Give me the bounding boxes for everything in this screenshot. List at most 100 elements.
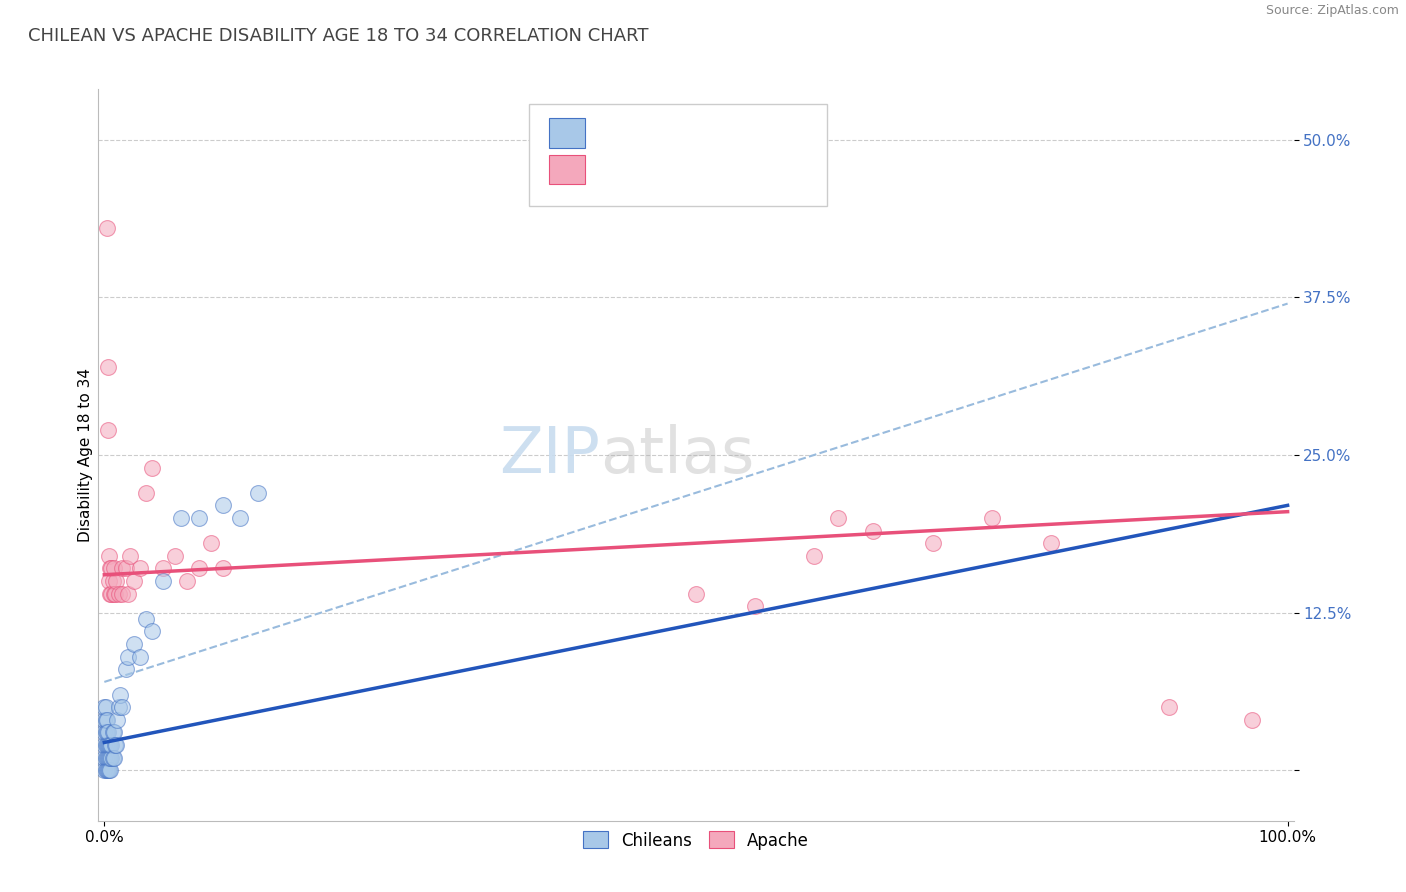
- Point: [862, 524, 884, 538]
- Point: [103, 750, 125, 764]
- Point: [128, 561, 150, 575]
- Point: [105, 713, 128, 727]
- Point: [104, 587, 127, 601]
- Point: [122, 574, 145, 588]
- Point: [122, 637, 145, 651]
- Text: ZIP: ZIP: [499, 424, 600, 486]
- Point: [98, 750, 121, 764]
- Point: [685, 587, 707, 601]
- Point: [94, 700, 117, 714]
- Point: [97, 750, 120, 764]
- Point: [96, 713, 118, 727]
- Point: [101, 750, 124, 764]
- Point: [93, 750, 115, 764]
- Point: [141, 624, 163, 639]
- Bar: [548, 119, 585, 148]
- Text: R = 0.217: R = 0.217: [596, 122, 688, 140]
- Point: [114, 561, 136, 575]
- Point: [101, 725, 124, 739]
- Point: [980, 511, 1002, 525]
- Point: [117, 587, 139, 601]
- Text: N = 51: N = 51: [711, 122, 775, 140]
- Text: atlas: atlas: [600, 424, 755, 486]
- Point: [98, 738, 121, 752]
- Point: [100, 738, 122, 752]
- Point: [107, 587, 129, 601]
- Text: R = 0.135: R = 0.135: [596, 159, 688, 177]
- Point: [98, 763, 121, 777]
- Point: [96, 221, 118, 235]
- Point: [108, 688, 131, 702]
- Point: [211, 499, 233, 513]
- Point: [97, 725, 120, 739]
- Point: [803, 549, 825, 563]
- Point: [117, 649, 139, 664]
- Legend: Chileans, Apache: Chileans, Apache: [576, 825, 815, 856]
- Point: [111, 561, 134, 575]
- Y-axis label: Disability Age 18 to 34: Disability Age 18 to 34: [77, 368, 93, 542]
- Point: [107, 700, 129, 714]
- FancyBboxPatch shape: [529, 103, 827, 206]
- Point: [103, 587, 125, 601]
- Text: CHILEAN VS APACHE DISABILITY AGE 18 TO 34 CORRELATION CHART: CHILEAN VS APACHE DISABILITY AGE 18 TO 3…: [28, 27, 648, 45]
- Point: [141, 460, 163, 475]
- Point: [101, 574, 124, 588]
- Point: [247, 485, 270, 500]
- Point: [98, 549, 121, 563]
- Point: [96, 750, 118, 764]
- Point: [100, 750, 122, 764]
- Point: [97, 359, 120, 374]
- Text: Source: ZipAtlas.com: Source: ZipAtlas.com: [1265, 4, 1399, 18]
- Point: [96, 725, 118, 739]
- Point: [188, 561, 211, 575]
- Point: [93, 738, 115, 752]
- Point: [94, 725, 117, 739]
- Point: [200, 536, 222, 550]
- Point: [93, 713, 115, 727]
- Point: [211, 561, 233, 575]
- Point: [1039, 536, 1062, 550]
- Point: [94, 750, 117, 764]
- Point: [827, 511, 849, 525]
- Point: [135, 612, 157, 626]
- Point: [96, 738, 118, 752]
- Point: [120, 549, 142, 563]
- Point: [152, 561, 174, 575]
- Point: [100, 587, 122, 601]
- Point: [165, 549, 187, 563]
- Point: [93, 763, 115, 777]
- Point: [188, 511, 211, 525]
- Point: [98, 763, 121, 777]
- Point: [170, 511, 193, 525]
- Bar: [548, 155, 585, 185]
- Point: [114, 662, 136, 676]
- Point: [98, 587, 121, 601]
- Point: [94, 713, 117, 727]
- Point: [135, 485, 157, 500]
- Point: [176, 574, 198, 588]
- Point: [97, 423, 120, 437]
- Point: [98, 574, 121, 588]
- Point: [1159, 700, 1181, 714]
- Point: [98, 750, 121, 764]
- Point: [94, 738, 117, 752]
- Point: [96, 763, 118, 777]
- Point: [921, 536, 943, 550]
- Point: [94, 763, 117, 777]
- Point: [97, 738, 120, 752]
- Point: [100, 561, 122, 575]
- Point: [103, 561, 125, 575]
- Point: [111, 587, 134, 601]
- Point: [111, 700, 134, 714]
- Point: [98, 561, 121, 575]
- Point: [744, 599, 766, 614]
- Point: [93, 700, 115, 714]
- Point: [97, 763, 120, 777]
- Point: [105, 574, 128, 588]
- Point: [103, 725, 125, 739]
- Text: N = 40: N = 40: [711, 159, 775, 177]
- Point: [93, 725, 115, 739]
- Point: [104, 738, 127, 752]
- Point: [1241, 713, 1264, 727]
- Point: [229, 511, 252, 525]
